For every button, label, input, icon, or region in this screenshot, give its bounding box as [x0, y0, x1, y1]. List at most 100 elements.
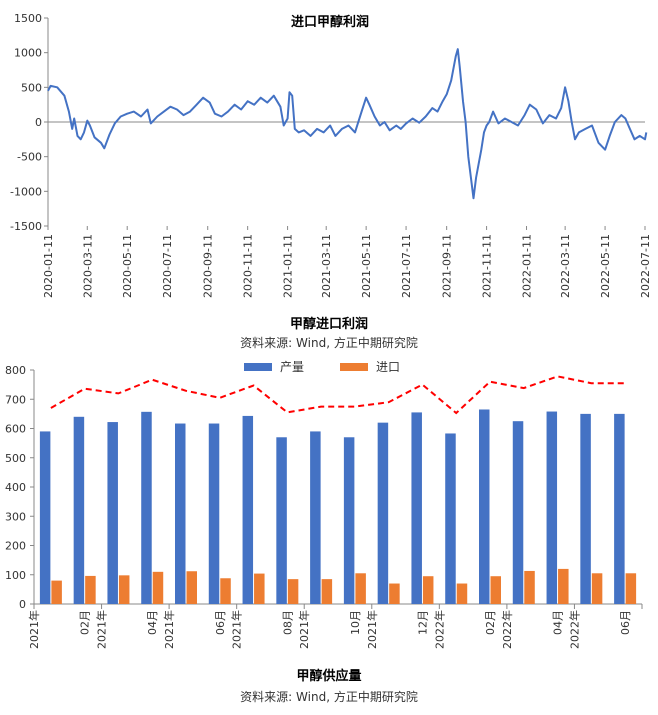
bar-production	[343, 437, 355, 604]
x-tick-month: 06月	[214, 610, 227, 635]
bar-import	[118, 575, 130, 604]
y-tick-label: 800	[5, 364, 26, 377]
bar-production	[242, 415, 254, 604]
bar-production	[546, 411, 558, 604]
x-tick-label: 2021-03-11	[320, 234, 333, 298]
y-tick-label: 400	[5, 481, 26, 494]
x-tick-label: 2021-01-11	[282, 234, 295, 298]
x-tick-label: 2022-05-11	[599, 234, 612, 298]
x-tick-month: 02月	[79, 610, 92, 635]
x-tick-year: 2021年	[297, 610, 311, 649]
bar-import	[321, 579, 333, 604]
bar-production	[310, 431, 321, 604]
x-tick-year: 2021年	[230, 610, 244, 649]
y-tick-label: 1500	[14, 12, 42, 25]
y-tick-label: 100	[5, 569, 26, 582]
x-axis-ticks: 2020-01-11 2020-03-11 2020-05-11 2020-07-11…	[42, 226, 652, 298]
legend-label-import: 进口	[376, 360, 400, 374]
x-tick-label: 2020-05-11	[121, 234, 134, 298]
bar-production	[107, 422, 118, 604]
y-axis-ticks: 800 700 600 500 400 300 200 100 0	[5, 364, 34, 611]
x-tick-label: 2022-07-11	[639, 234, 652, 298]
bar-import	[186, 571, 197, 604]
bar-production	[377, 422, 389, 604]
y-tick-label: -500	[17, 151, 42, 164]
x-tick-month: 08月	[281, 610, 294, 635]
legend-label-production: 产量	[280, 360, 304, 374]
x-tick-month: 12月	[416, 610, 429, 635]
bar-production	[580, 413, 591, 604]
y-tick-label: 600	[5, 423, 26, 436]
bar-import	[152, 571, 164, 604]
x-tick-label: 2020-03-11	[81, 234, 94, 298]
y-tick-label: -1000	[10, 185, 42, 198]
chart-footer-title: 甲醇进口利润	[289, 317, 368, 332]
x-tick-year: 2022年	[432, 610, 446, 649]
x-tick-year: 2022年	[567, 610, 581, 649]
x-tick-month: 06月	[619, 610, 632, 635]
bar-import	[591, 573, 603, 604]
y-tick-label: 200	[5, 540, 26, 553]
import-profit-chart: 进口甲醇利润 1500 1000 500 0 -500 -1000 -1500 2020-0…	[10, 12, 652, 298]
chart-source: 资料来源: Wind, 方正中期研究院	[240, 690, 418, 704]
legend-swatch-import	[340, 363, 368, 371]
x-tick-label: 2022-01-11	[521, 234, 534, 298]
bar-production	[479, 409, 490, 604]
bar-production	[411, 412, 422, 604]
y-tick-label: 300	[5, 510, 26, 523]
chart-title: 进口甲醇利润	[291, 14, 369, 30]
bar-import	[456, 583, 468, 604]
x-tick-year: 2021年	[162, 610, 176, 649]
x-tick-month: 10月	[349, 610, 362, 635]
y-tick-label: 700	[5, 393, 26, 406]
bar-import	[287, 579, 299, 604]
bar-import	[85, 575, 96, 604]
chart-source: 资料来源: Wind, 方正中期研究院	[240, 336, 418, 350]
bar-import	[625, 573, 637, 604]
x-tick-year: 2021年	[27, 610, 41, 649]
bar-production	[276, 437, 287, 604]
legend: 产量 进口	[244, 360, 400, 374]
y-tick-label: 500	[21, 81, 42, 94]
bar-import	[524, 570, 535, 604]
x-tick-year: 2022年	[500, 610, 514, 649]
x-tick-label: 2021-05-11	[360, 234, 373, 298]
x-tick-year: 2021年	[365, 610, 379, 649]
bar-import	[220, 578, 231, 604]
bar-production	[614, 413, 625, 604]
y-tick-label: 500	[5, 452, 26, 465]
bar-production	[208, 423, 220, 604]
x-tick-year: 2021年	[95, 610, 109, 649]
bar-production	[141, 411, 152, 604]
x-tick-month: 04月	[146, 610, 159, 635]
y-tick-label: -1500	[10, 220, 42, 233]
y-axis-ticks: 1500 1000 500 0 -500 -1000 -1500	[10, 12, 48, 233]
bar-import	[355, 573, 366, 604]
x-axis-ticks: 2021年 02月 2021年 04月 2021年 06月 2021年 08月 2021年 10月…	[27, 604, 643, 649]
chart-footer-title: 甲醇供应量	[296, 669, 362, 684]
bar-import	[558, 568, 569, 604]
y-tick-label: 0	[35, 116, 42, 129]
y-tick-label: 0	[19, 598, 26, 611]
bar-production	[512, 421, 524, 604]
x-tick-month: 02月	[484, 610, 497, 635]
x-tick-label: 2020-11-11	[242, 234, 255, 298]
x-tick-label: 2022-03-11	[559, 234, 572, 298]
y-tick-label: 1000	[14, 47, 42, 60]
bar-production	[73, 416, 85, 604]
series-line-total	[50, 375, 626, 415]
legend-swatch-production	[244, 363, 272, 371]
x-tick-label: 2021-07-11	[400, 234, 413, 298]
bars	[39, 409, 637, 604]
bar-import	[490, 576, 501, 604]
bar-production	[175, 423, 186, 604]
bar-production	[39, 431, 51, 604]
bar-import	[422, 576, 434, 604]
x-tick-label: 2020-01-11	[42, 234, 55, 298]
x-tick-label: 2020-09-11	[202, 234, 215, 298]
bar-import	[51, 580, 62, 604]
bar-import	[389, 583, 400, 604]
x-tick-label: 2021-09-11	[441, 234, 454, 298]
